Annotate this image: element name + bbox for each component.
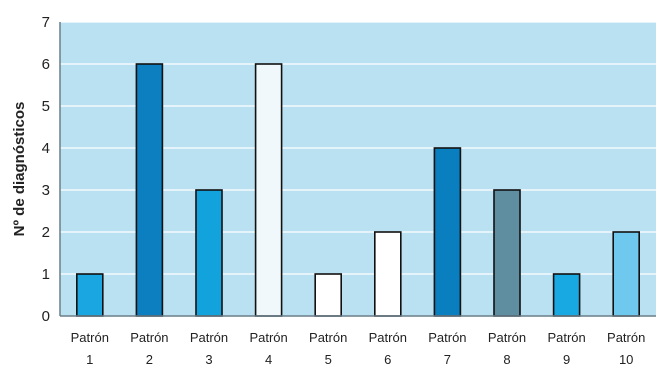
y-tick-label: 3 [42,182,50,199]
axes [59,22,656,317]
y-tick-label: 4 [42,140,50,157]
bar-8 [493,189,521,317]
x-tick-label: Patrón 5 [309,330,347,367]
y-tick-label: 2 [42,224,50,241]
bar-1 [76,273,104,317]
bar-10 [612,231,641,317]
y-tick-label: 6 [42,56,50,73]
bar-7 [433,147,462,317]
bar-9 [552,273,581,317]
y-tick-label: 0 [42,308,50,325]
x-tick-label: Patrón 4 [249,330,287,367]
x-tick-labels: Patrón 1 Patrón 2 Patrón 3 Patrón 4 Patrón 5 Patró… [71,330,646,367]
bar-6 [373,231,402,317]
x-tick-label: Patrón 6 [369,330,407,367]
bar-4 [254,63,283,317]
x-tick-label: Patrón 3 [190,330,228,367]
bar-5 [314,273,343,317]
bar-3 [195,189,223,317]
y-tick-label: 1 [42,266,50,283]
x-tick-label: Patrón 7 [428,330,466,367]
y-tick-label: 7 [42,14,50,31]
x-tick-label: Patrón 2 [130,330,168,367]
y-axis-label: Nº de diagnósticos [11,102,28,237]
y-tick-labels: 0 1 2 3 4 5 6 7 [42,14,50,325]
y-tick-label: 5 [42,98,50,115]
x-tick-label: Patrón 9 [547,330,585,367]
x-tick-label: Patrón 10 [607,330,645,367]
x-tick-label: Patrón 8 [488,330,526,367]
bar-2 [135,63,164,317]
x-tick-label: Patrón 1 [71,330,109,367]
